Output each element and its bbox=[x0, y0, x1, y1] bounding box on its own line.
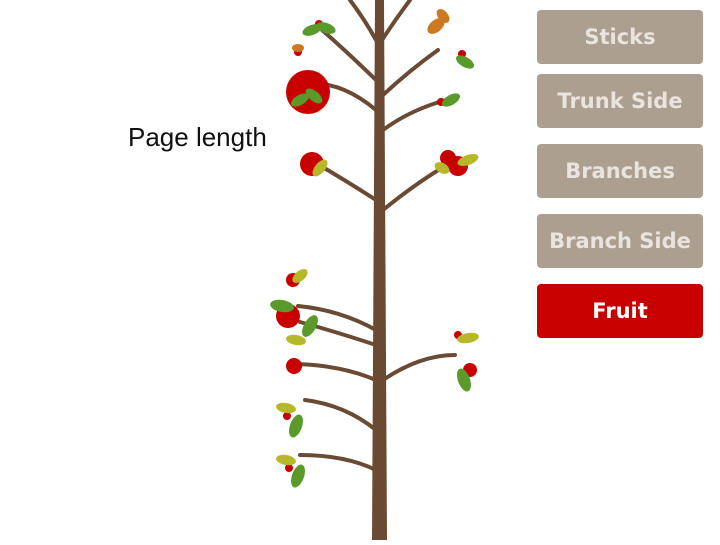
sticks-button[interactable]: Sticks bbox=[537, 10, 703, 64]
page-length-label: Page length bbox=[128, 122, 267, 152]
branches-button[interactable]: Branches bbox=[537, 144, 703, 198]
branch-side-button[interactable]: Branch Side bbox=[537, 214, 703, 268]
trunk-side-button[interactable]: Trunk Side bbox=[537, 74, 703, 128]
tree-trunk bbox=[372, 0, 387, 540]
fruit-button[interactable]: Fruit bbox=[537, 284, 703, 338]
leaf-cluster bbox=[270, 9, 479, 488]
